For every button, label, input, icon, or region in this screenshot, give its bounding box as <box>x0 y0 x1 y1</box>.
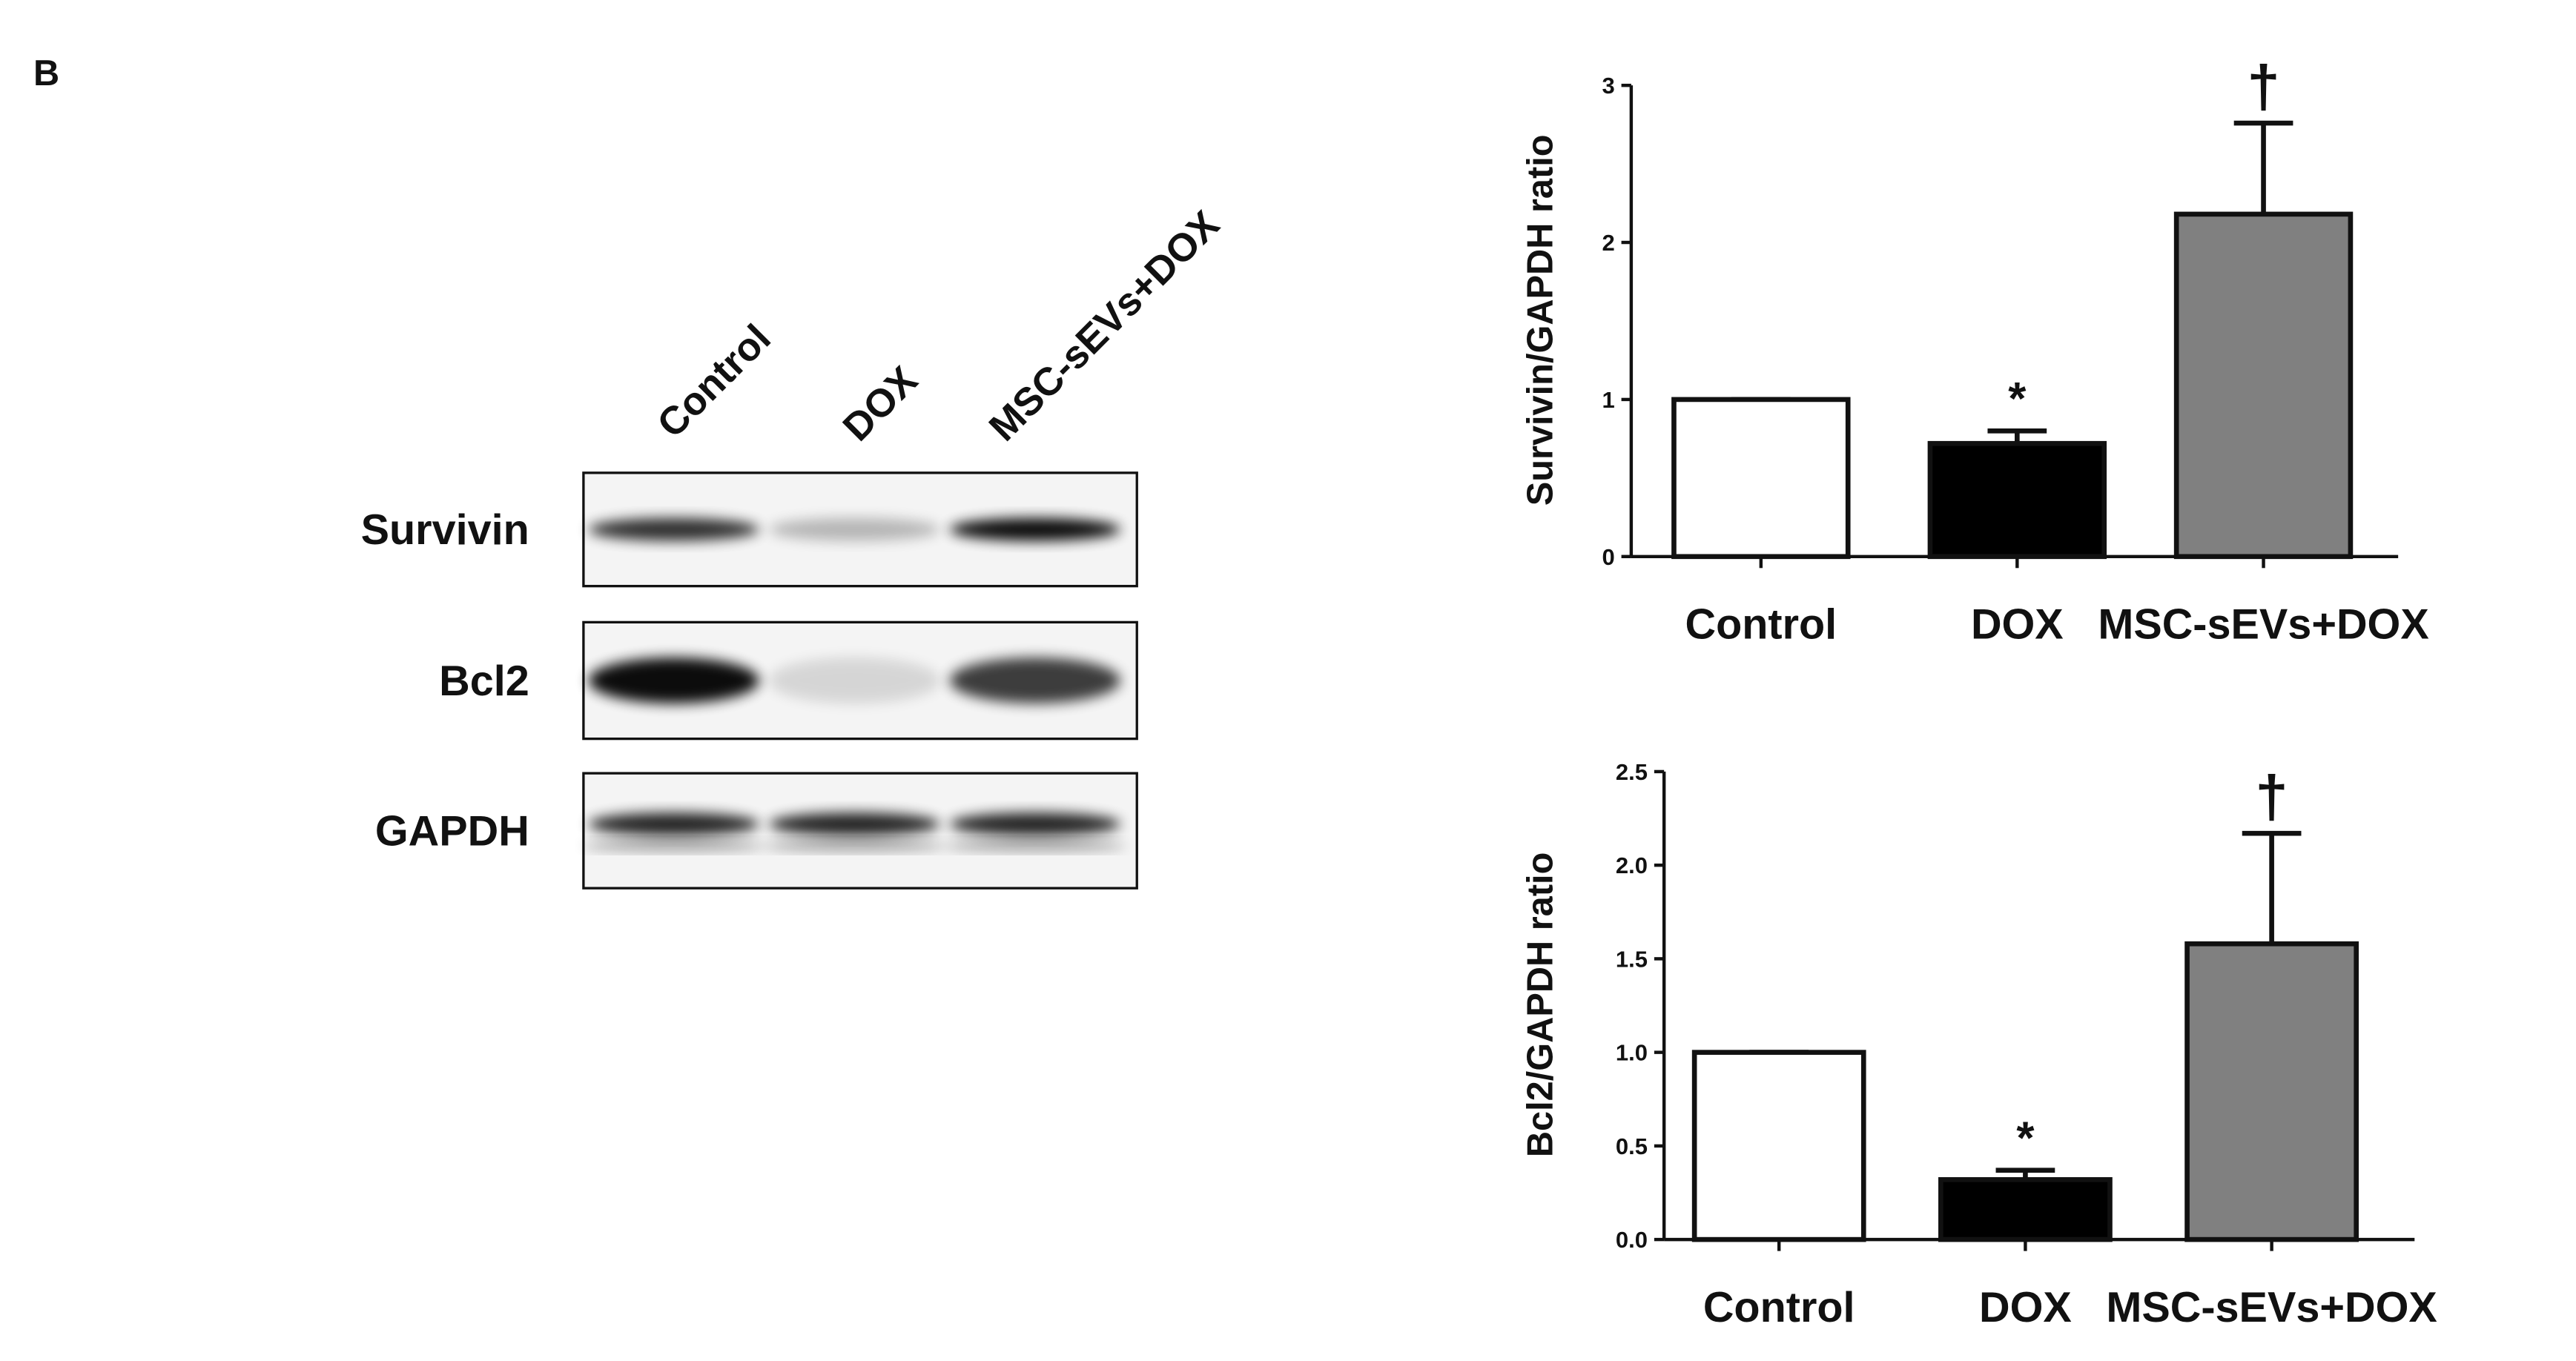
x-tick-label: Control <box>1685 601 1837 649</box>
row-label: Bcl2 <box>439 658 529 705</box>
lane-label: Control <box>649 317 779 446</box>
bar <box>2184 941 2359 1242</box>
y-tick-label: 1.5 <box>1616 946 1648 972</box>
band <box>764 840 945 851</box>
y-tick-label: 2 <box>1602 230 1614 256</box>
band <box>583 840 764 851</box>
y-axis-label: Bcl2/GAPDH ratio <box>1521 852 1561 1158</box>
band <box>949 517 1121 541</box>
band <box>588 657 759 704</box>
y-tick-label: 3 <box>1602 73 1614 99</box>
bar <box>1938 1176 2113 1242</box>
band <box>949 812 1121 836</box>
band <box>769 517 940 541</box>
x-tick-label: DOX <box>1971 601 2064 649</box>
y-tick-label: 2.5 <box>1616 759 1648 785</box>
band <box>949 657 1121 704</box>
bar <box>1671 397 1851 560</box>
band <box>769 812 940 836</box>
y-tick-label: 0.0 <box>1616 1227 1648 1253</box>
y-tick-label: 0.5 <box>1616 1133 1648 1159</box>
annotation: * <box>2008 374 2027 425</box>
annotation: † <box>2255 764 2288 829</box>
bar <box>1691 1050 1866 1242</box>
lane-label: DOX <box>835 358 926 449</box>
band <box>769 657 940 704</box>
y-tick-label: 2.0 <box>1616 852 1648 878</box>
x-tick-label: MSC-sEVs+DOX <box>2098 601 2428 649</box>
row-label: GAPDH <box>375 808 529 855</box>
panel-label: B <box>33 53 59 93</box>
x-tick-label: DOX <box>1979 1284 2072 1331</box>
lane-label: MSC-sEVs+DOX <box>981 202 1228 449</box>
band <box>588 517 759 541</box>
y-axis-label: Survivin/GAPDH ratio <box>1521 134 1561 506</box>
y-tick-label: 1 <box>1602 387 1614 413</box>
band <box>945 840 1126 851</box>
annotation: † <box>2247 53 2279 119</box>
bar <box>2173 211 2354 560</box>
band <box>588 812 759 836</box>
row-label: Survivin <box>361 506 529 554</box>
annotation: * <box>2016 1113 2035 1165</box>
y-tick-label: 1.0 <box>1616 1040 1648 1066</box>
bar <box>1927 440 2107 560</box>
y-tick-label: 0 <box>1602 544 1614 570</box>
x-tick-label: MSC-sEVs+DOX <box>2106 1284 2437 1331</box>
x-tick-label: Control <box>1703 1284 1855 1331</box>
